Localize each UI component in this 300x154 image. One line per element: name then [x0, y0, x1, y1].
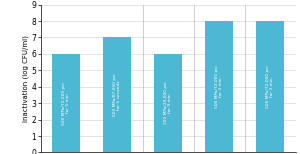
- Bar: [103, 37, 131, 152]
- Text: 500 MPa/72,000 psi
for 3 min: 500 MPa/72,000 psi for 3 min: [266, 65, 274, 108]
- Text: 500 MPa/72,000 psi
for 3 min: 500 MPa/72,000 psi for 3 min: [215, 65, 223, 108]
- Bar: [154, 54, 182, 152]
- Bar: [256, 21, 284, 152]
- Bar: [52, 54, 80, 152]
- Text: 500 MPa/72,000 psi
for 5 min: 500 MPa/72,000 psi for 5 min: [62, 82, 70, 125]
- Bar: [205, 21, 233, 152]
- Text: 600 MPa/87,000 psi
for 5 seconds: 600 MPa/87,000 psi for 5 seconds: [113, 74, 121, 116]
- Y-axis label: Inactivation (log CFU/ml): Inactivation (log CFU/ml): [22, 35, 29, 122]
- Text: 200 MPa/29,000 psi
for 9 min: 200 MPa/29,000 psi for 9 min: [164, 82, 172, 124]
